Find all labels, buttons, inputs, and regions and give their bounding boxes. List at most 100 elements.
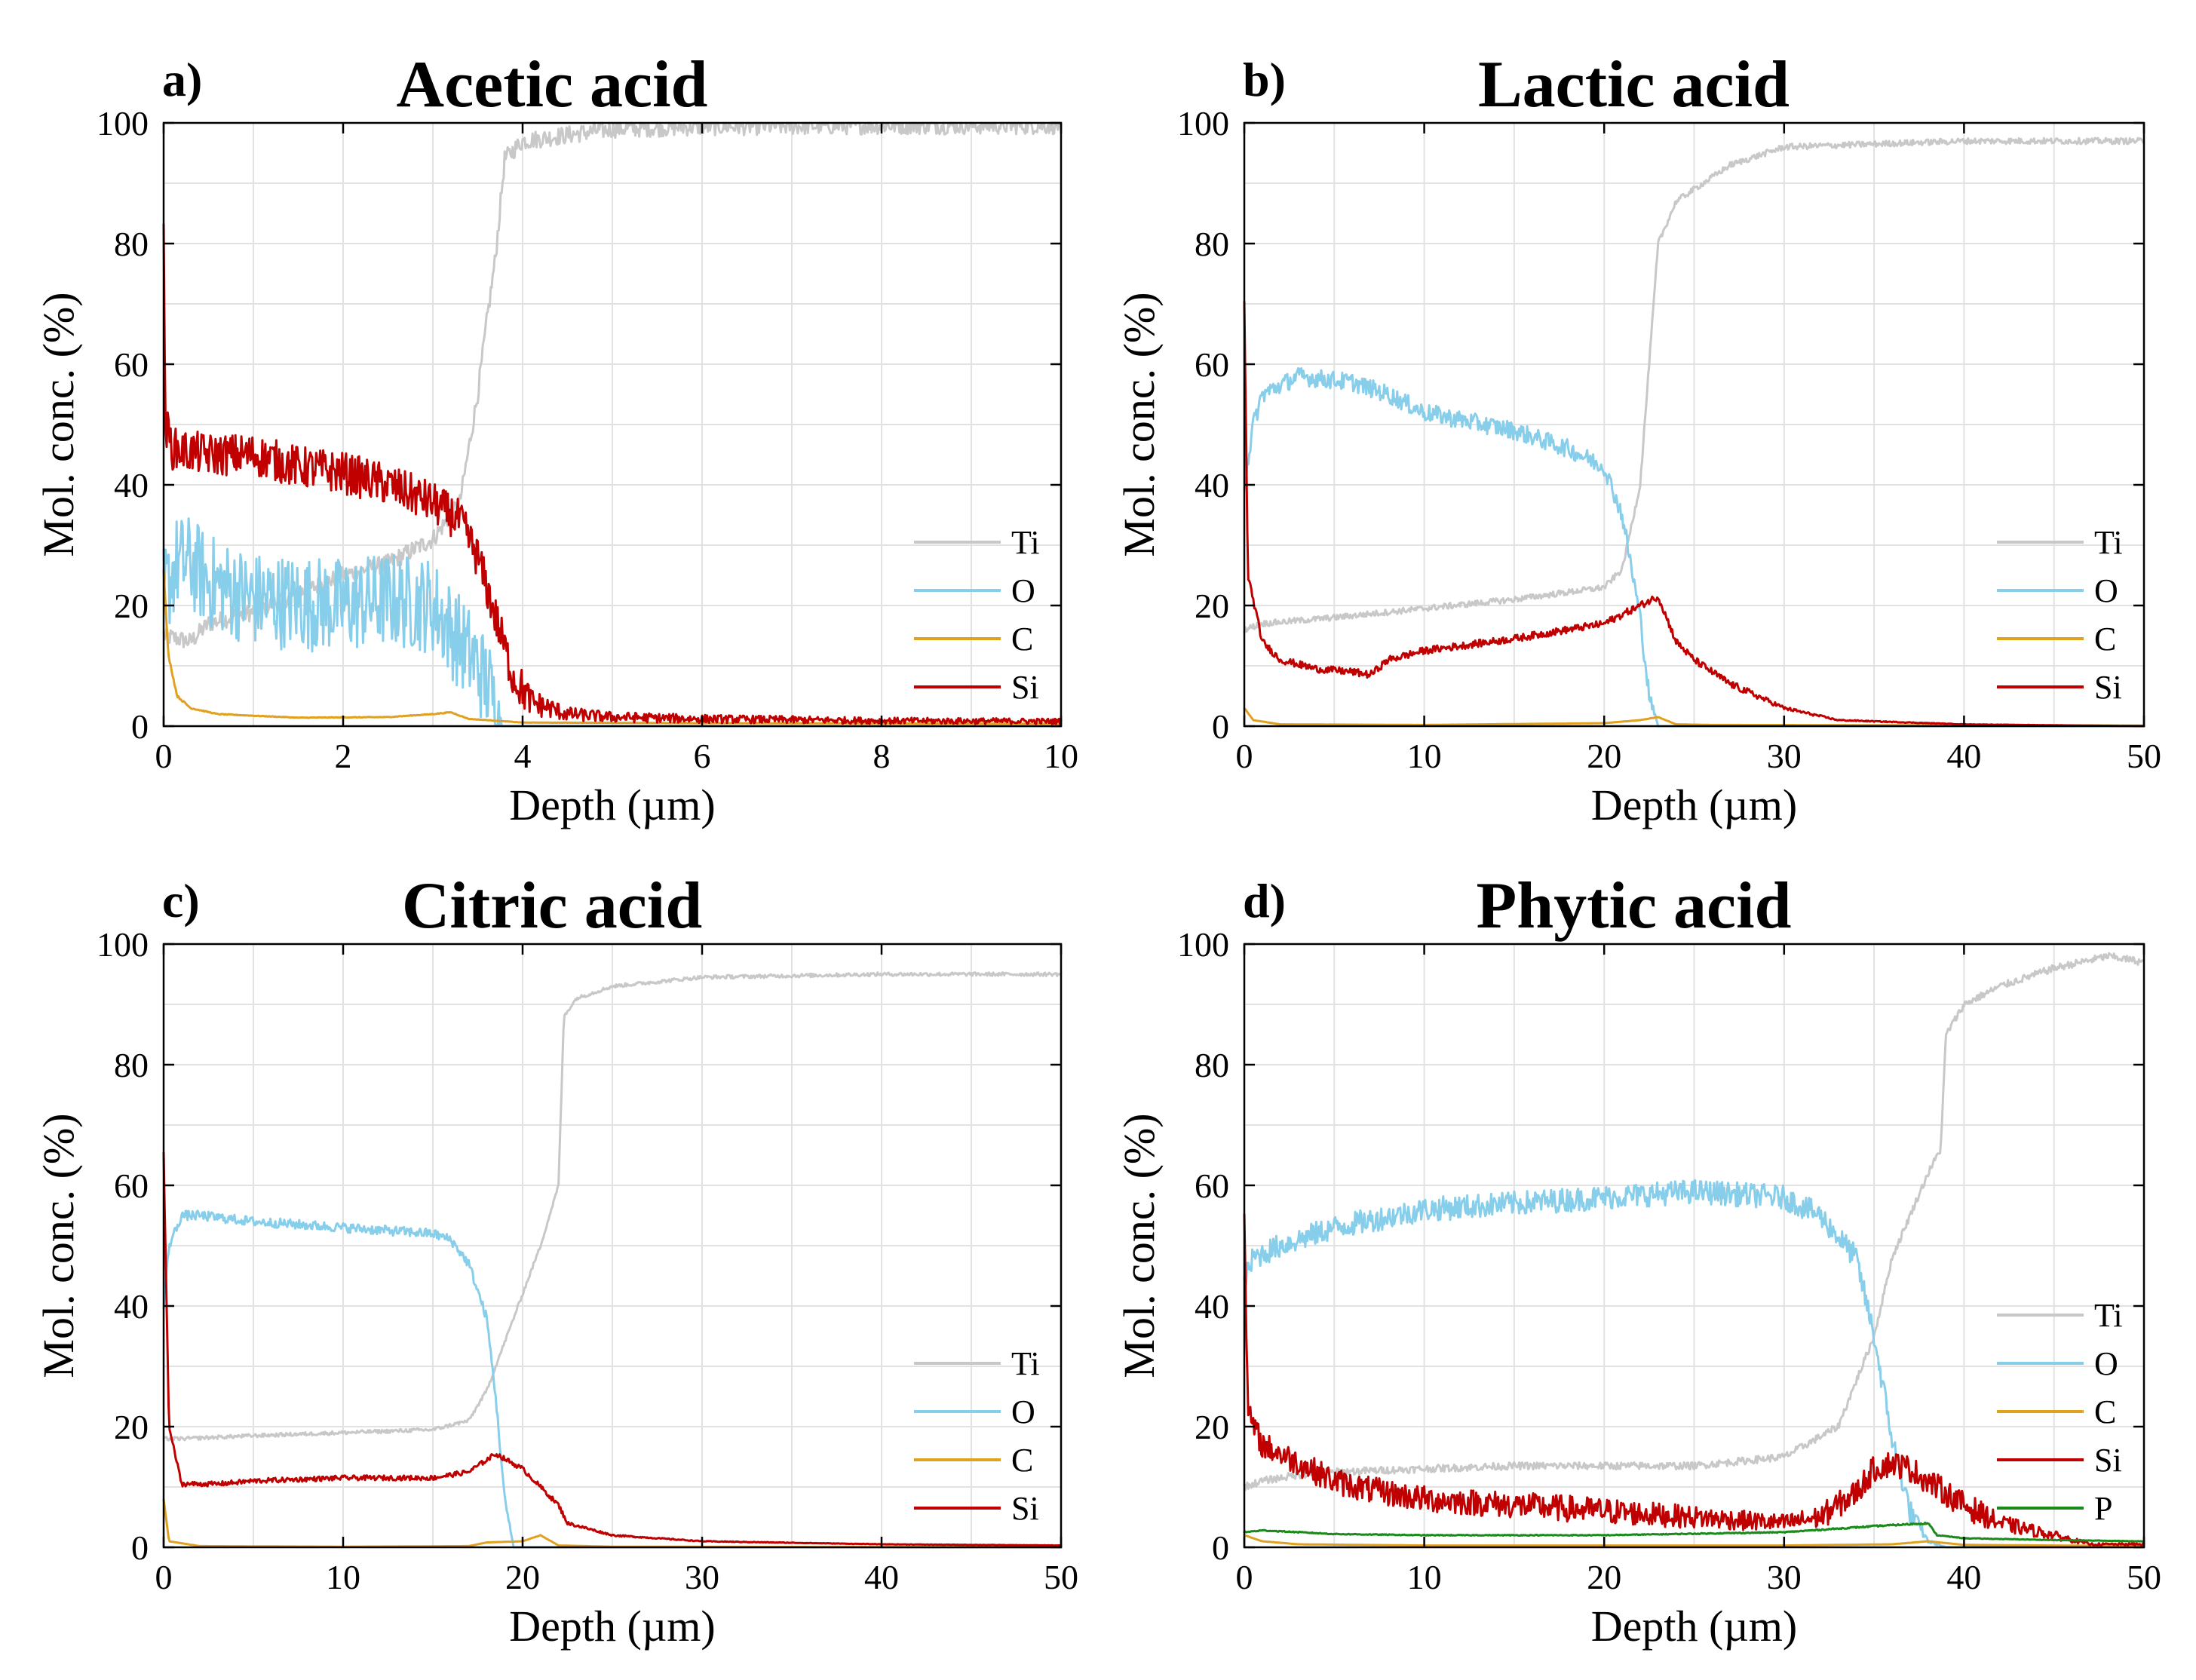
legend-label-Si: Si — [2094, 1442, 2122, 1479]
x-tick-label: 40 — [864, 1558, 899, 1596]
series-Si-line — [162, 223, 1063, 725]
x-tick-label: 50 — [2127, 737, 2161, 775]
x-axis-label: Depth (µm) — [509, 780, 715, 829]
y-tick-label: 100 — [1177, 104, 1229, 143]
y-tick-label: 80 — [1195, 225, 1229, 263]
legend-label-C: C — [2094, 621, 2116, 658]
axis-ticks: 0 10 20 30 40 50 0 20 40 60 80 100 — [1177, 104, 2161, 775]
x-tick-label: 50 — [2127, 1558, 2161, 1596]
legend: Ti OC Si — [1997, 524, 2123, 706]
legend-label-Si: Si — [1011, 669, 1039, 706]
y-tick-label: 40 — [1195, 1287, 1229, 1326]
gridlines — [163, 122, 1062, 727]
legend-label-Ti: Ti — [1011, 1345, 1040, 1382]
panel-b: 0 10 20 30 40 50 0 20 40 60 80 100 Depth (µm) Mol. co… — [1115, 48, 2161, 829]
series-C-line — [1243, 1534, 2145, 1547]
axis-ticks: 0 10 20 30 40 50 0 20 40 60 80 100 — [1177, 925, 2161, 1596]
legend-label-Ti: Ti — [2094, 524, 2123, 561]
x-axis-label: Depth (µm) — [1591, 1602, 1797, 1651]
y-tick-label: 80 — [114, 225, 149, 263]
x-tick-label: 10 — [1407, 737, 1442, 775]
gridlines — [163, 943, 1062, 1548]
panel-title: Lactic acid — [1478, 48, 1790, 121]
legend-label-Ti: Ti — [2094, 1297, 2123, 1334]
series-Si-line — [1243, 1212, 2145, 1547]
legend-label-Si: Si — [2094, 669, 2122, 706]
x-tick-label: 6 — [694, 737, 711, 775]
y-tick-label: 0 — [131, 1528, 149, 1567]
series-Si-line — [162, 1151, 1063, 1547]
x-tick-label: 20 — [1587, 1558, 1621, 1596]
y-axis-label: Mol. conc. (%) — [1115, 1113, 1164, 1378]
x-tick-label: 8 — [873, 737, 891, 775]
y-tick-label: 40 — [114, 466, 149, 504]
x-tick-label: 10 — [326, 1558, 360, 1596]
panel-letter: b) — [1243, 53, 1286, 106]
x-axis-label: Depth (µm) — [509, 1602, 715, 1651]
y-tick-label: 0 — [131, 707, 149, 746]
plot-frame — [1243, 121, 2145, 728]
x-tick-label: 0 — [155, 737, 173, 775]
panel-title: Acetic acid — [397, 48, 708, 121]
x-axis-label: Depth (µm) — [1591, 780, 1797, 829]
y-tick-label: 80 — [1195, 1046, 1229, 1084]
y-tick-label: 60 — [114, 345, 149, 384]
panel-title: Citric acid — [402, 869, 702, 943]
series-Ti-line — [1243, 136, 2145, 634]
legend-label-C: C — [1011, 621, 1033, 658]
panel-letter: c) — [162, 874, 200, 927]
legend-label-O: O — [2094, 572, 2118, 609]
legend: Ti OC Si — [914, 1345, 1040, 1527]
x-tick-label: 30 — [1767, 737, 1802, 775]
x-tick-label: 20 — [505, 1558, 540, 1596]
x-tick-label: 2 — [335, 737, 352, 775]
x-tick-label: 4 — [514, 737, 532, 775]
legend-label-O: O — [1011, 1393, 1035, 1430]
x-tick-label: 30 — [685, 1558, 719, 1596]
x-tick-label: 0 — [1236, 737, 1253, 775]
series-Si-line — [1243, 300, 2145, 728]
x-tick-label: 0 — [155, 1558, 173, 1596]
gridlines — [1244, 122, 2145, 727]
plot-frame — [162, 943, 1063, 1549]
legend-label-Si: Si — [1011, 1490, 1039, 1527]
y-tick-label: 100 — [97, 925, 149, 964]
x-tick-label: 20 — [1587, 737, 1621, 775]
series-Ti-line — [1243, 952, 2145, 1491]
y-tick-label: 100 — [97, 104, 149, 143]
panel-letter: d) — [1243, 874, 1286, 927]
plot-frame — [162, 121, 1063, 728]
axis-ticks: 0 10 20 30 40 50 0 20 40 60 80 100 — [97, 925, 1078, 1596]
y-tick-label: 60 — [1195, 1166, 1229, 1205]
x-tick-label: 10 — [1044, 737, 1078, 775]
y-tick-label: 60 — [1195, 345, 1229, 384]
panel-d: 0 10 20 30 40 50 0 20 40 60 80 100 Depth (µm) Mol. co… — [1115, 869, 2161, 1651]
legend: Ti OC Si P — [1997, 1297, 2123, 1527]
y-tick-label: 20 — [1195, 587, 1229, 625]
legend-label-C: C — [2094, 1393, 2116, 1430]
x-tick-label: 50 — [1044, 1558, 1078, 1596]
y-tick-label: 20 — [1195, 1408, 1229, 1446]
x-tick-label: 0 — [1236, 1558, 1253, 1596]
gridlines — [1244, 943, 2145, 1548]
panel-letter: a) — [162, 53, 202, 106]
legend-label-C: C — [1011, 1442, 1033, 1479]
legend-label-Ti: Ti — [1011, 524, 1040, 561]
x-tick-label: 40 — [1946, 737, 1981, 775]
y-tick-label: 0 — [1212, 1528, 1229, 1567]
plot-frame — [1243, 943, 2145, 1549]
y-tick-label: 20 — [114, 1408, 149, 1446]
panel-c: 0 10 20 30 40 50 0 20 40 60 80 100 Depth (µm) Mol. co… — [34, 869, 1078, 1651]
x-tick-label: 30 — [1767, 1558, 1802, 1596]
y-tick-label: 20 — [114, 587, 149, 625]
x-tick-label: 10 — [1407, 1558, 1442, 1596]
series-Ti-line — [162, 971, 1063, 1442]
y-axis-label: Mol. conc. (%) — [34, 1113, 83, 1378]
legend: Ti OC Si — [914, 524, 1040, 706]
panel-title: Phytic acid — [1477, 869, 1792, 943]
y-tick-label: 40 — [1195, 466, 1229, 504]
y-tick-label: 60 — [114, 1166, 149, 1205]
